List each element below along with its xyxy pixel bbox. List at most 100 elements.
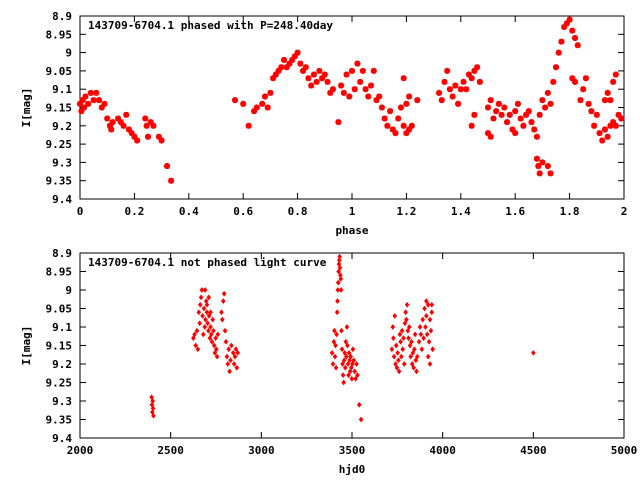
data-point — [349, 375, 355, 382]
data-point — [408, 122, 415, 129]
y-axis: 8.9 8.95 9 9.05 9.1 9.15 9.2 9.25 9.3 9.35 9.4 — [46, 10, 624, 206]
data-point — [531, 350, 536, 356]
data-point — [213, 335, 218, 341]
data-point — [211, 327, 216, 334]
data-point — [353, 375, 358, 382]
data-point — [404, 301, 410, 308]
data-point — [396, 368, 402, 375]
data-point — [401, 361, 407, 367]
data-point — [455, 100, 462, 107]
data-point — [539, 97, 546, 104]
data-point — [407, 342, 413, 349]
data-point — [79, 97, 86, 104]
data-point — [245, 122, 252, 129]
data-point — [368, 82, 375, 89]
data-point — [391, 353, 397, 360]
data-point — [120, 122, 127, 129]
data-point — [599, 137, 606, 144]
data-point — [446, 86, 453, 93]
y-tick-label: 9.4 — [52, 432, 72, 445]
data-point — [417, 324, 423, 330]
x-tick-label: 1.8 — [560, 205, 580, 218]
data-point — [123, 111, 130, 118]
data-point — [408, 353, 414, 360]
data-point — [313, 78, 320, 85]
data-point — [101, 100, 108, 107]
data-point — [468, 75, 475, 82]
data-point — [403, 130, 410, 137]
data-point — [340, 372, 346, 378]
data-point — [409, 361, 415, 367]
y-tick-label: 9.15 — [46, 340, 73, 353]
data-point — [376, 93, 383, 100]
data-point — [109, 119, 116, 126]
data-point — [394, 364, 400, 371]
data-point — [421, 335, 426, 341]
unphased-light-curve-panel: 143709-6704.1 not phased light curve hjd… — [20, 247, 637, 476]
data-point — [420, 316, 426, 323]
data-point — [339, 346, 345, 353]
y-tick-label: 9.05 — [46, 65, 73, 78]
chart-title: 143709-6704.1 not phased light curve — [88, 256, 327, 269]
data-point — [512, 108, 519, 115]
data-point — [572, 78, 579, 85]
data-point — [150, 405, 156, 412]
data-point — [330, 361, 336, 367]
data-point — [601, 97, 608, 104]
data-point — [108, 126, 115, 133]
y-tick-label: 9.25 — [46, 138, 73, 151]
data-point — [476, 78, 483, 85]
data-series — [77, 16, 625, 184]
y-tick-label: 9.2 — [52, 120, 72, 133]
y-axis: 8.9 8.95 9 9.05 9.1 9.15 9.2 9.25 9.3 9.35 9.4 — [46, 247, 624, 445]
data-point — [403, 309, 408, 316]
data-point — [485, 104, 491, 111]
data-point — [387, 108, 394, 115]
x-axis-label: hjd0 — [339, 463, 366, 476]
data-point — [426, 338, 432, 345]
data-point — [208, 309, 213, 316]
data-point — [117, 119, 124, 126]
data-point — [465, 71, 472, 78]
x-tick-label: 4500 — [520, 444, 547, 457]
x-tick-label: 0.6 — [233, 205, 253, 218]
data-point — [210, 316, 216, 323]
data-point — [302, 64, 309, 71]
data-point — [430, 346, 435, 353]
data-point — [134, 137, 141, 144]
data-point — [193, 342, 198, 349]
data-point — [319, 75, 326, 82]
y-axis-label: I[mag] — [20, 326, 33, 366]
data-point — [208, 324, 213, 330]
data-point — [506, 111, 513, 118]
data-point — [485, 130, 491, 137]
data-point — [539, 159, 546, 166]
x-tick-label: 3500 — [339, 444, 366, 457]
y-tick-label: 9.35 — [46, 175, 73, 188]
data-point — [327, 89, 334, 96]
x-tick-label: 2000 — [67, 444, 94, 457]
data-point — [352, 368, 358, 375]
data-point — [324, 78, 331, 85]
data-point — [468, 122, 475, 129]
data-point — [520, 122, 527, 129]
data-point — [395, 115, 402, 122]
x-axis: 0 0.2 0.4 0.6 0.8 1 1.2 1.4 1.6 1.8 2 — [77, 16, 627, 218]
data-point — [334, 331, 339, 338]
data-point — [429, 309, 435, 316]
data-point — [85, 100, 92, 107]
data-point — [77, 100, 83, 107]
data-point — [569, 27, 576, 34]
data-point — [373, 97, 380, 104]
data-point — [336, 268, 341, 275]
data-point — [90, 97, 97, 104]
data-point — [78, 108, 85, 115]
data-point — [227, 368, 232, 375]
data-point — [164, 163, 171, 170]
data-point — [128, 130, 135, 137]
data-point — [487, 97, 494, 104]
data-point — [220, 316, 225, 323]
data-point — [544, 89, 551, 96]
data-point — [392, 130, 399, 137]
